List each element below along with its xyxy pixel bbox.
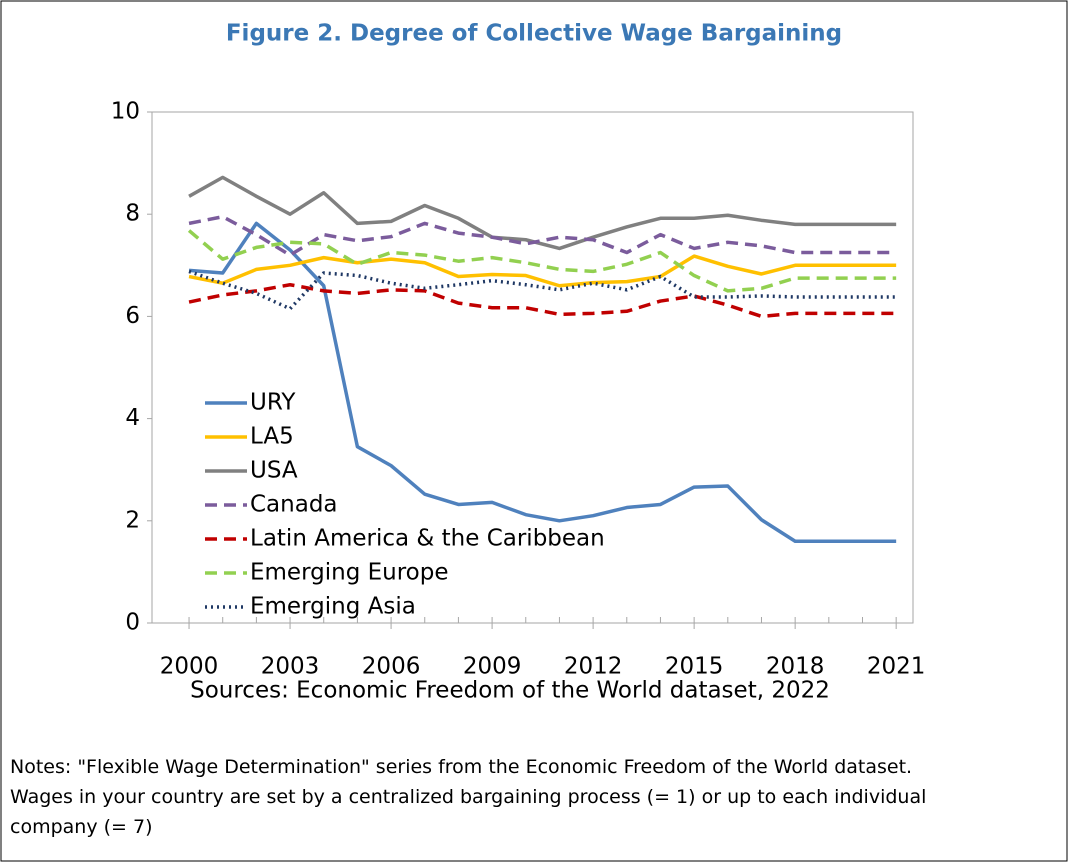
note-line: company (= 7) [10, 816, 153, 838]
notes: Notes: "Flexible Wage Determination" ser… [10, 752, 1060, 842]
note-line: Notes: "Flexible Wage Determination" ser… [10, 756, 913, 778]
legend-label: LA5 [250, 424, 294, 450]
y-tick-label: 6 [125, 303, 140, 329]
series-line [188, 175, 897, 251]
source: Sources: Economic Freedom of the World d… [190, 678, 830, 704]
x-tick-label: 2003 [261, 654, 320, 680]
series-line [188, 221, 897, 543]
legend-label: Latin America & the Caribbean [250, 526, 605, 552]
legend-label: Emerging Asia [250, 594, 416, 620]
chart-title: Figure 2. Degree of Collective Wage Barg… [226, 21, 842, 47]
x-tick-label: 2015 [665, 654, 724, 680]
y-tick-label: 0 [125, 610, 140, 636]
y-tick-label: 8 [125, 201, 140, 227]
legend-label: Emerging Europe [250, 560, 449, 586]
legend-label: Canada [250, 492, 338, 518]
legend-label: USA [250, 458, 298, 484]
note-line: Wages in your country are set by a centr… [10, 786, 927, 808]
x-tick-label: 2021 [867, 654, 926, 680]
legend-label: URY [250, 390, 296, 416]
series-line [188, 254, 897, 288]
x-tick-label: 2018 [766, 654, 825, 680]
x-tick-label: 2012 [564, 654, 623, 680]
plot-area [151, 111, 914, 624]
x-tick-label: 2006 [362, 654, 421, 680]
series-line [188, 282, 897, 319]
y-tick-label: 4 [125, 405, 140, 431]
y-tick-label: 2 [125, 507, 140, 533]
series-line [188, 269, 897, 311]
x-tick-label: 2000 [160, 654, 219, 680]
x-tick-label: 2009 [463, 654, 522, 680]
y-tick-label: 10 [111, 99, 140, 125]
